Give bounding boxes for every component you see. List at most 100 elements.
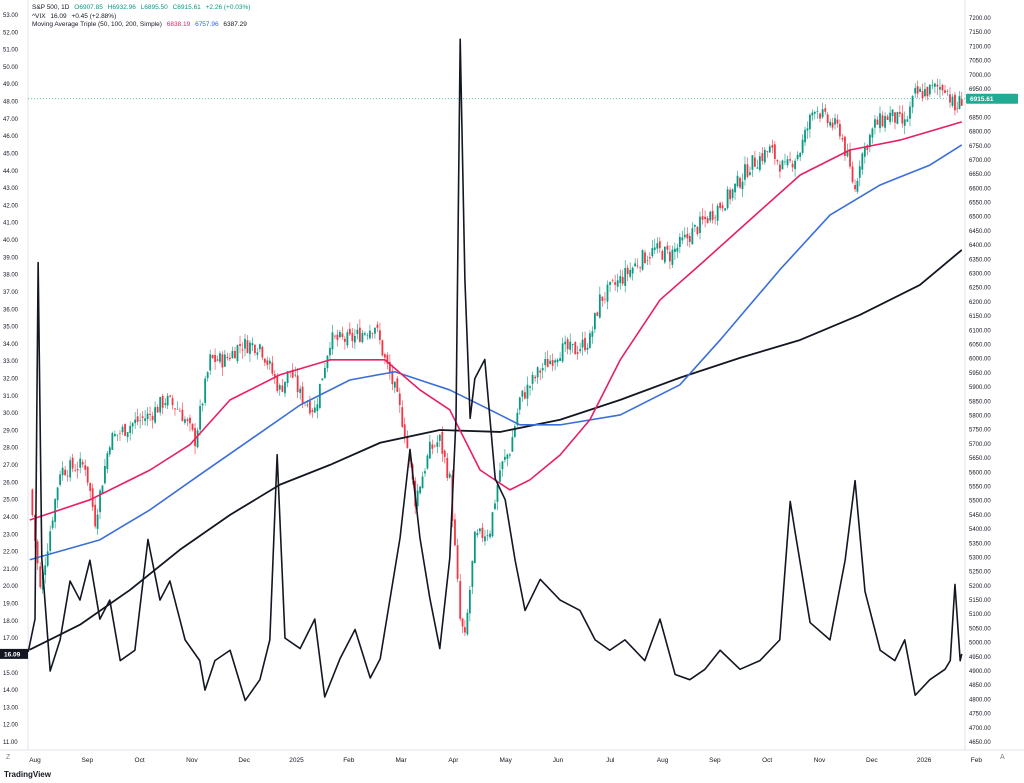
candle [726,189,729,209]
candle [604,298,606,300]
candle [731,189,734,199]
candle [954,94,956,111]
vix-last-label: 16.09 [4,651,21,658]
price-tick-label: 4700.00 [969,726,991,732]
legend-ma-label[interactable]: Moving Average Triple (50, 100, 200, Sim… [32,21,162,28]
vix-tick-label: 13.00 [3,705,19,711]
candle [686,233,689,239]
candle [448,473,451,478]
vix-tick-label: 11.00 [3,740,18,746]
candle [921,91,924,99]
price-tick-label: 4650.00 [969,740,991,746]
candle [704,216,706,220]
candle [31,489,34,516]
candle [169,395,172,397]
candle [894,112,896,123]
candle [284,381,286,394]
candle [199,406,201,430]
price-tick-label: 6100.00 [969,328,991,334]
candle [268,360,271,364]
candle [794,160,796,169]
candle [934,83,936,87]
candle [663,246,666,263]
candle [646,260,649,261]
price-tick-label: 5750.00 [969,428,991,434]
candle [358,327,361,342]
tradingview-logo[interactable]: TradingView [4,770,51,779]
candle [876,119,879,125]
candle [263,358,266,363]
candle [634,263,637,267]
price-tick-label: 5000.00 [969,641,991,647]
time-tick-label: Aug [29,757,41,764]
candle [749,172,751,175]
vix-tick-label: 19.00 [3,602,19,608]
candle [329,347,331,356]
candle [624,268,627,286]
vix-tick-label: 36.00 [3,307,19,313]
vix-tick-label: 34.00 [3,342,19,348]
candle [56,487,59,501]
candle [949,94,951,103]
price-tick-label: 6250.00 [969,286,991,292]
candle [776,160,779,162]
candle [579,349,582,352]
candle [758,156,761,170]
ma200-line [29,249,963,651]
zoom-button[interactable]: Z [6,754,11,761]
candle [861,153,864,170]
candle [226,356,229,358]
candle [294,374,297,376]
candle [914,87,917,94]
candle [598,294,601,318]
candle [126,432,129,438]
candle [874,119,876,128]
price-tick-label: 6750.00 [969,144,991,150]
legend-vix-label[interactable]: ^VIX [32,12,46,20]
candle [473,531,476,564]
vix-tick-label: 39.00 [3,255,19,261]
candle [813,111,816,114]
price-tick-label: 5400.00 [969,527,991,533]
candle [651,248,654,257]
price-tick-label: 5550.00 [969,484,991,490]
candle [719,202,722,209]
candle [69,460,72,478]
price-tick-label: 7150.00 [969,30,991,36]
candle [884,116,886,128]
candle [139,419,142,421]
candle [426,455,429,469]
candle [478,528,481,532]
time-tick-label: Sep [709,757,721,764]
price-tick-label: 7200.00 [969,16,991,22]
candle [846,152,849,157]
candle [204,378,207,403]
price-tick-label: 5900.00 [969,385,991,391]
candle [236,345,239,362]
candle [791,163,794,168]
candle [186,419,189,421]
candle [556,359,559,363]
vix-tick-label: 40.00 [3,238,19,244]
candle [159,397,162,413]
candle [49,531,52,551]
vix-tick-label: 15.00 [3,671,19,677]
candle [239,344,241,346]
candle [299,388,302,393]
candle [361,332,364,343]
candle [499,470,501,482]
vix-tick-label: 24.00 [3,515,19,521]
candle [903,119,906,126]
legend-symbol[interactable]: S&P 500, 1D [32,4,70,11]
candle [494,503,496,509]
candle [376,324,379,328]
last-price-badge [966,93,1018,104]
candle [521,390,524,397]
price-tick-label: 6350.00 [969,257,991,263]
candle [131,423,134,427]
candle [324,367,326,378]
candle [891,109,894,116]
auto-scale-button[interactable]: A [1000,754,1005,761]
